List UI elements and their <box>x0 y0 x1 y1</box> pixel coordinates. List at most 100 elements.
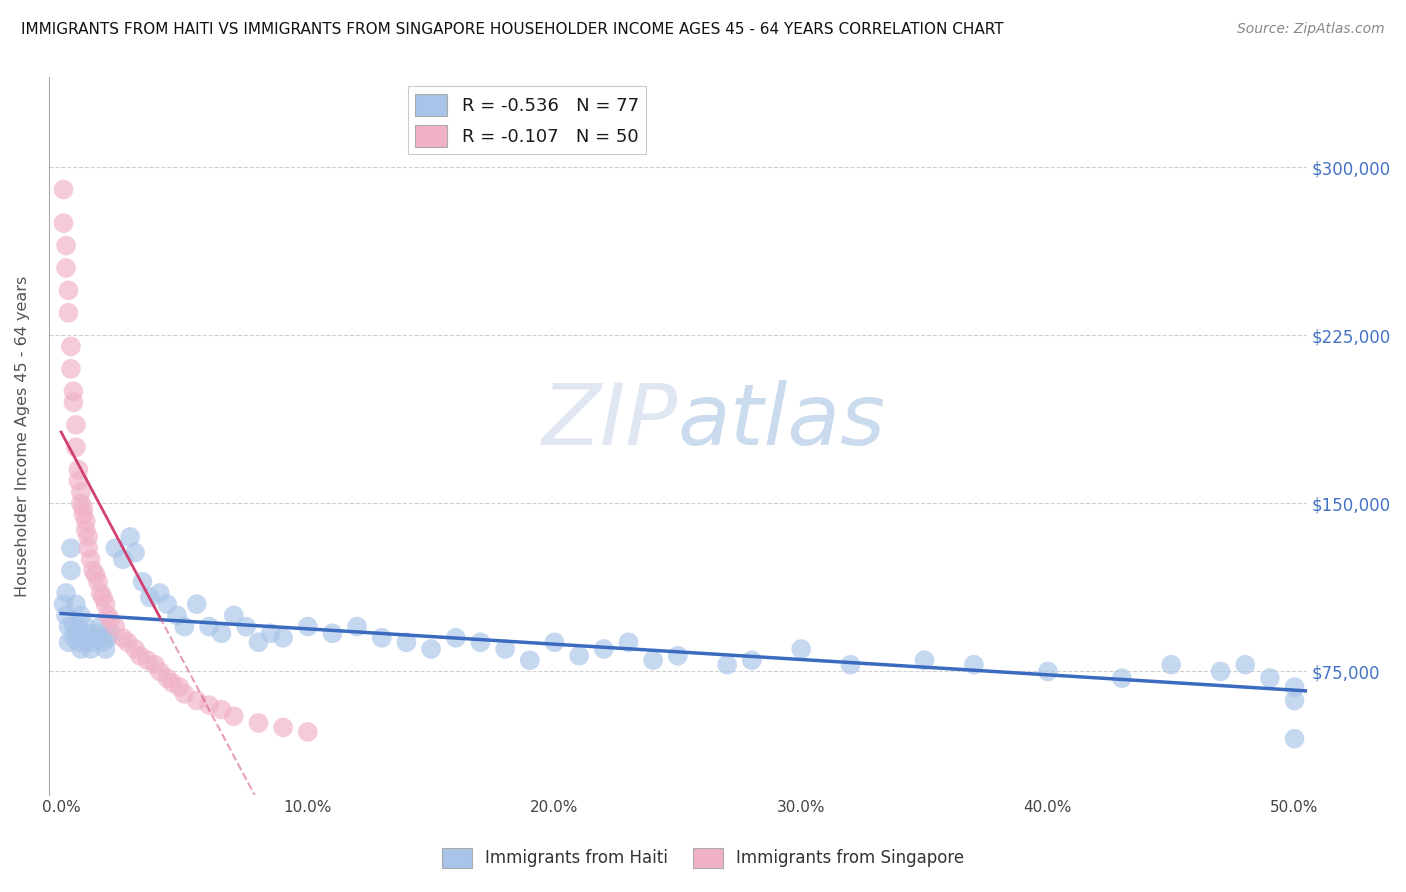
Point <box>1284 680 1306 694</box>
Point <box>65 417 87 432</box>
Point <box>222 608 245 623</box>
Point <box>716 657 738 672</box>
Point <box>173 619 195 633</box>
Point <box>75 523 97 537</box>
Legend: Immigrants from Haiti, Immigrants from Singapore: Immigrants from Haiti, Immigrants from S… <box>434 841 972 875</box>
Legend: R = -0.536   N = 77, R = -0.107   N = 50: R = -0.536 N = 77, R = -0.107 N = 50 <box>408 87 647 154</box>
Point <box>297 725 319 739</box>
Point <box>568 648 591 663</box>
Point <box>260 626 283 640</box>
Point <box>666 648 689 663</box>
Point <box>131 574 153 589</box>
Point <box>62 631 84 645</box>
Point <box>271 631 294 645</box>
Point <box>124 642 146 657</box>
Point <box>839 657 862 672</box>
Point <box>111 631 134 645</box>
Point <box>346 619 368 633</box>
Point <box>58 619 80 633</box>
Point <box>58 284 80 298</box>
Point <box>69 642 91 657</box>
Point <box>617 635 640 649</box>
Point <box>59 339 82 353</box>
Point <box>321 626 343 640</box>
Point <box>80 642 103 657</box>
Text: Source: ZipAtlas.com: Source: ZipAtlas.com <box>1237 22 1385 37</box>
Point <box>198 698 221 712</box>
Point <box>94 642 117 657</box>
Point <box>58 306 80 320</box>
Point <box>65 626 87 640</box>
Point <box>72 508 94 522</box>
Point <box>87 626 110 640</box>
Point <box>111 552 134 566</box>
Point <box>91 635 114 649</box>
Point <box>222 709 245 723</box>
Point <box>149 665 172 679</box>
Point <box>72 631 94 645</box>
Point <box>143 657 166 672</box>
Point <box>136 653 159 667</box>
Point <box>87 574 110 589</box>
Point <box>156 597 179 611</box>
Point <box>55 586 77 600</box>
Point <box>124 546 146 560</box>
Point <box>65 440 87 454</box>
Point <box>592 642 614 657</box>
Point <box>271 721 294 735</box>
Point <box>65 597 87 611</box>
Point <box>420 642 443 657</box>
Point <box>1258 671 1281 685</box>
Point <box>82 564 104 578</box>
Point <box>67 619 90 633</box>
Point <box>186 597 208 611</box>
Point <box>186 693 208 707</box>
Point <box>1209 665 1232 679</box>
Point <box>67 474 90 488</box>
Point <box>94 597 117 611</box>
Point <box>247 635 270 649</box>
Point <box>741 653 763 667</box>
Point <box>55 260 77 275</box>
Point <box>963 657 986 672</box>
Point <box>90 619 112 633</box>
Point <box>1234 657 1257 672</box>
Point <box>519 653 541 667</box>
Text: atlas: atlas <box>678 380 886 463</box>
Point <box>59 541 82 556</box>
Point <box>371 631 394 645</box>
Point <box>97 608 120 623</box>
Point <box>139 591 162 605</box>
Point <box>209 626 232 640</box>
Point <box>149 586 172 600</box>
Point <box>209 702 232 716</box>
Point <box>55 238 77 252</box>
Point <box>75 619 97 633</box>
Point <box>198 619 221 633</box>
Point <box>395 635 418 649</box>
Point <box>91 591 114 605</box>
Point <box>77 541 100 556</box>
Point <box>914 653 936 667</box>
Point <box>62 619 84 633</box>
Point <box>444 631 467 645</box>
Point <box>169 680 191 694</box>
Point <box>59 361 82 376</box>
Point <box>58 635 80 649</box>
Point <box>543 635 565 649</box>
Point <box>82 635 104 649</box>
Point <box>104 541 127 556</box>
Text: IMMIGRANTS FROM HAITI VS IMMIGRANTS FROM SINGAPORE HOUSEHOLDER INCOME AGES 45 - : IMMIGRANTS FROM HAITI VS IMMIGRANTS FROM… <box>21 22 1004 37</box>
Point <box>173 687 195 701</box>
Point <box>235 619 257 633</box>
Point <box>90 586 112 600</box>
Point <box>59 564 82 578</box>
Point <box>1284 731 1306 746</box>
Point <box>1111 671 1133 685</box>
Point <box>117 635 139 649</box>
Point <box>52 216 75 230</box>
Point <box>1284 693 1306 707</box>
Point <box>69 485 91 500</box>
Point <box>52 182 75 196</box>
Point <box>297 619 319 633</box>
